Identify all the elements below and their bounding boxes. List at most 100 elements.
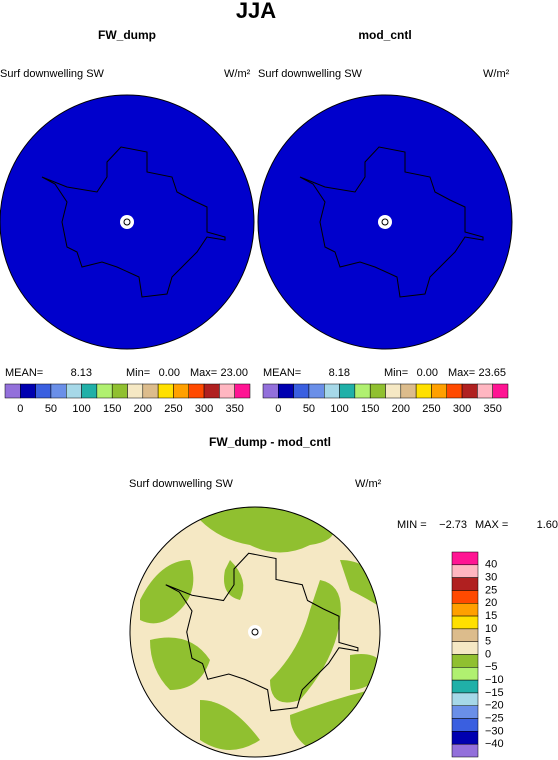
colorbar-label: −20 [485, 700, 504, 712]
colorbar-label: −15 [485, 687, 504, 699]
colorbar-label: 300 [195, 403, 213, 415]
colorbar-label: 5 [485, 636, 491, 648]
colorbar-box [219, 383, 235, 399]
colorbar-label: 350 [226, 403, 244, 415]
colorbar-box [35, 383, 52, 399]
colorbar-box [81, 383, 98, 399]
colorbar-label: 10 [485, 623, 497, 635]
colorbar-box [451, 718, 479, 732]
colorbar-box [431, 383, 447, 399]
colorbar-box [451, 692, 479, 706]
colorbar-label: 100 [72, 403, 90, 415]
colorbar-box [354, 383, 371, 399]
colorbar-label: 15 [485, 610, 497, 622]
colorbar-label: −5 [485, 661, 498, 673]
colorbar-label: 200 [392, 403, 410, 415]
max-value: 1.60 [537, 519, 558, 531]
panel-title: FW_dump [98, 28, 156, 42]
colorbar-label: 300 [453, 403, 471, 415]
colorbar-box [451, 615, 479, 630]
field-label: Surf downwelling SW [258, 68, 363, 80]
field-label: Surf downwelling SW [0, 68, 105, 80]
colorbar-label: 250 [164, 403, 182, 415]
colorbar-box [451, 564, 479, 578]
colorbar-box [451, 603, 479, 617]
colorbar-box [203, 383, 220, 399]
colorbar-box [451, 679, 479, 694]
colorbar-label: −10 [485, 674, 504, 686]
colorbar-box [451, 743, 479, 758]
colorbar-box [415, 383, 432, 399]
colorbar-box [66, 383, 82, 399]
stat-label: MEAN= [5, 367, 43, 379]
colorbar-box [477, 383, 493, 399]
colorbar-box [385, 383, 402, 399]
colorbar-label: −30 [485, 725, 504, 737]
panel-title: FW_dump - mod_cntl [209, 435, 331, 449]
colorbar-box [451, 590, 479, 604]
colorbar-box [461, 383, 478, 399]
colorbar-label: 200 [134, 403, 152, 415]
figure-title: JJA [236, 0, 276, 23]
colorbar-box [278, 383, 294, 399]
colorbar-box [451, 641, 479, 655]
colorbar-box [262, 383, 279, 399]
stat-label: Min= [384, 367, 408, 379]
colorbar-label: 50 [45, 403, 57, 415]
colorbar-box [446, 383, 463, 399]
colorbar-box [188, 383, 205, 399]
min-value: −2.73 [439, 519, 467, 531]
colorbar-label: 0 [485, 648, 491, 660]
colorbar-box [451, 551, 479, 566]
colorbar-box [492, 383, 509, 399]
colorbar-box [324, 383, 340, 399]
colorbar-box [127, 383, 144, 399]
colorbar-label: 30 [485, 572, 497, 584]
stat-value: 0.00 [417, 367, 438, 379]
units: W/m² [355, 478, 382, 490]
colorbar-label: 25 [485, 584, 497, 596]
map [257, 94, 513, 350]
difference-map [129, 506, 381, 758]
colorbar-label: 100 [330, 403, 348, 415]
stat-value: 23.00 [220, 367, 248, 379]
stat-label: Max= [190, 367, 217, 379]
colorbar-box [451, 731, 479, 745]
colorbar-box [308, 383, 325, 399]
colorbar-box [451, 628, 479, 642]
stat-value: 8.18 [329, 367, 350, 379]
colorbar-box [293, 383, 310, 399]
colorbar-box [20, 383, 36, 399]
max-label: MAX = [475, 519, 508, 531]
colorbar-box [451, 577, 479, 591]
colorbar-box [157, 383, 174, 399]
colorbar-label: 20 [485, 597, 497, 609]
colorbar-label: 150 [103, 403, 121, 415]
stat-label: Max= [448, 367, 475, 379]
colorbar-label: 150 [361, 403, 379, 415]
field-label: Surf downwelling SW [129, 478, 234, 490]
colorbar-box [4, 383, 21, 399]
colorbar-label: −40 [485, 738, 504, 750]
colorbar-label: 0 [17, 403, 23, 415]
min-label: MIN = [397, 519, 427, 531]
colorbar-box [369, 383, 386, 399]
colorbar-label: 50 [303, 403, 315, 415]
panel-title: mod_cntl [358, 28, 411, 42]
colorbar-label: 250 [422, 403, 440, 415]
colorbar-label: 40 [485, 559, 497, 571]
colorbar-label: 0 [275, 403, 281, 415]
colorbar-box [339, 383, 356, 399]
stat-value: 23.65 [478, 367, 506, 379]
colorbar-box [111, 383, 128, 399]
colorbar-box [142, 383, 159, 399]
stat-value: 0.00 [159, 367, 180, 379]
stat-label: MEAN= [263, 367, 301, 379]
colorbar-box [96, 383, 113, 399]
colorbar-box [50, 383, 67, 399]
stat-value: 8.13 [71, 367, 92, 379]
colorbar-label: −25 [485, 712, 504, 724]
colorbar-box [451, 667, 479, 681]
map [0, 94, 255, 350]
